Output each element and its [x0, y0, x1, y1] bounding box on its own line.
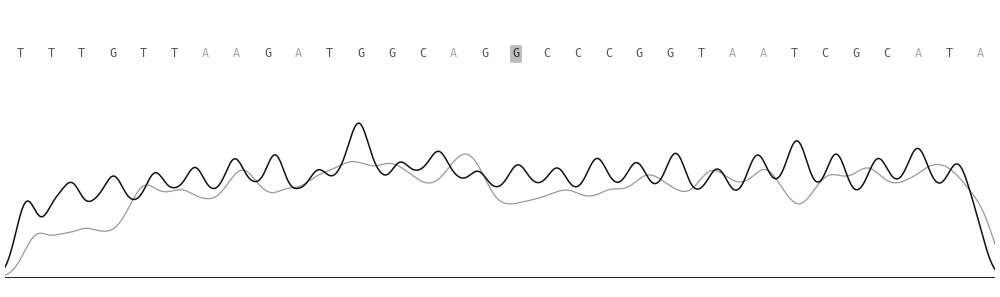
Text: A: A [450, 47, 457, 60]
Text: G: G [481, 47, 488, 60]
Text: C: C [574, 47, 581, 60]
Text: G: G [388, 47, 395, 60]
Text: A: A [233, 47, 240, 60]
Text: A: A [915, 47, 922, 60]
Text: T: T [791, 47, 798, 60]
Text: A: A [760, 47, 767, 60]
Text: A: A [202, 47, 209, 60]
Text: A: A [295, 47, 302, 60]
Text: G: G [109, 47, 116, 60]
Text: T: T [78, 47, 85, 60]
Text: T: T [16, 47, 23, 60]
Text: T: T [47, 47, 54, 60]
Text: T: T [698, 47, 705, 60]
Text: G: G [667, 47, 674, 60]
Text: T: T [140, 47, 147, 60]
Text: C: C [605, 47, 612, 60]
Text: T: T [326, 47, 333, 60]
Text: G: G [636, 47, 643, 60]
Text: G: G [357, 47, 364, 60]
Text: C: C [884, 47, 891, 60]
Text: C: C [822, 47, 829, 60]
Text: G: G [264, 47, 271, 60]
Text: C: C [419, 47, 426, 60]
Text: A: A [977, 47, 984, 60]
Text: T: T [171, 47, 178, 60]
Text: G: G [853, 47, 860, 60]
Text: C: C [543, 47, 550, 60]
Text: T: T [946, 47, 953, 60]
Text: G: G [512, 47, 519, 60]
Text: A: A [729, 47, 736, 60]
